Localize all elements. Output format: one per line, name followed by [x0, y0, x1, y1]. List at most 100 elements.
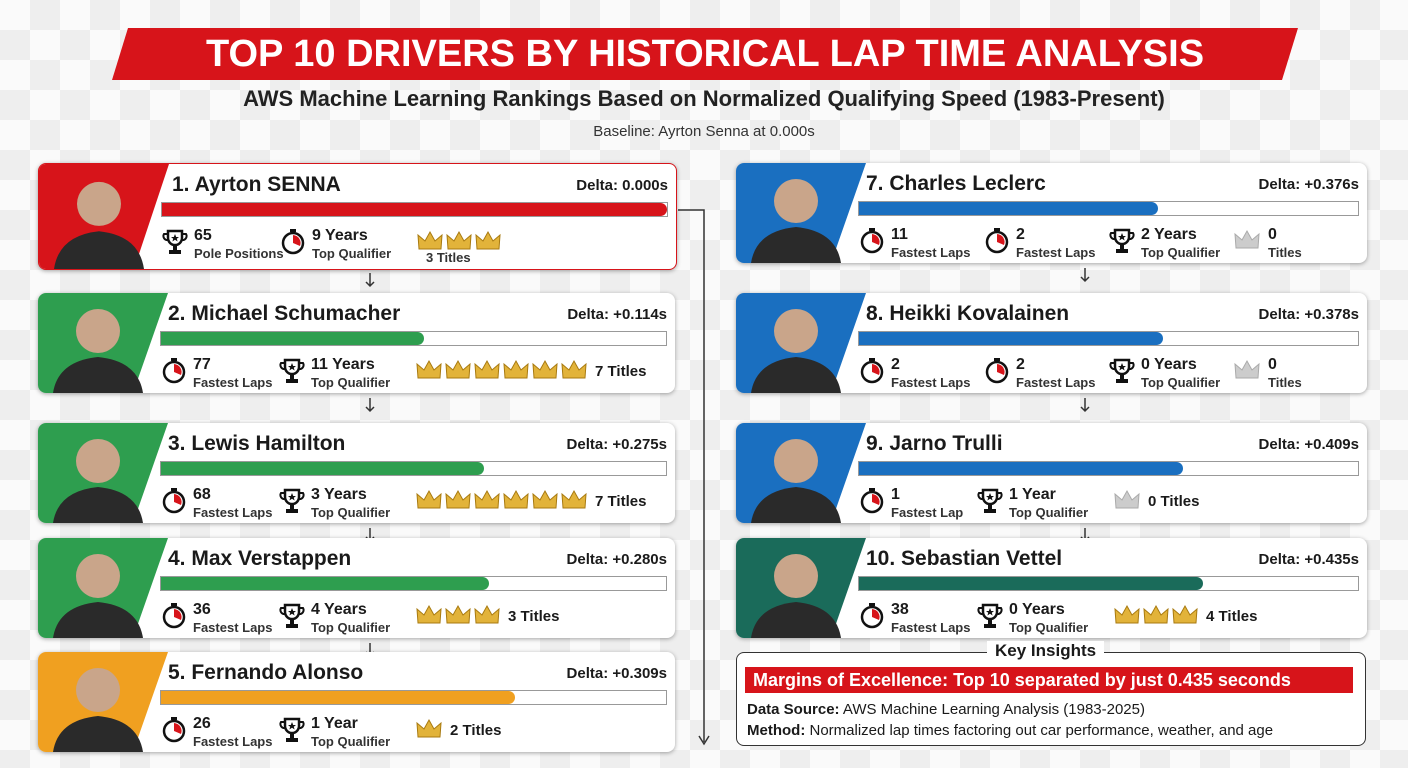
source-line: Data Source: AWS Machine Learning Analys… — [747, 701, 1145, 718]
connector — [678, 209, 705, 742]
crown — [1142, 601, 1170, 629]
stat-icon-stopwatch — [858, 357, 886, 385]
stat-label: Fastest Laps — [193, 375, 273, 390]
driver-name: 8. Heikki Kovalainen — [866, 302, 1070, 325]
delta-bar — [161, 462, 485, 475]
stat-icon-trophy-svg — [279, 358, 305, 383]
crown-svg — [445, 489, 471, 509]
crown-svg — [474, 359, 500, 379]
delta: Delta: +0.409s — [1258, 436, 1359, 453]
bar-track — [858, 201, 1359, 216]
crown-svg — [561, 489, 587, 509]
stat-icon-stopwatch-svg — [162, 358, 186, 384]
delta: Delta: +0.275s — [566, 436, 667, 453]
driver-card: 9. Jarno Trulli Delta: +0.409s 1 Fastest La… — [736, 423, 1367, 523]
crown-svg — [532, 489, 558, 509]
photo-svg — [736, 293, 866, 393]
delta-bar — [859, 577, 1204, 590]
titles: 7 Titles — [595, 493, 647, 510]
arrow-svg — [1080, 398, 1090, 413]
stat-icon-trophy-svg — [279, 603, 305, 628]
stat-value: 26 — [193, 715, 211, 732]
stat-value: 68 — [193, 486, 211, 503]
crown-svg — [532, 359, 558, 379]
stat-label: Top Qualifier — [312, 246, 392, 261]
stat-label: Fastest Lap — [891, 505, 964, 520]
titles-label: Titles — [1268, 375, 1302, 390]
photo-svg — [38, 423, 168, 523]
crown-svg — [445, 604, 471, 624]
titles-label: Titles — [1268, 245, 1302, 260]
stat-label: Top Qualifier — [1141, 245, 1221, 260]
stat-label: Fastest Laps — [891, 375, 971, 390]
crown-svg — [1114, 489, 1140, 509]
driver-photo — [38, 652, 168, 752]
crown — [473, 601, 501, 629]
stat-icon-stopwatch — [858, 487, 886, 515]
crown — [1233, 356, 1261, 384]
stat-label: Fastest Laps — [1016, 375, 1096, 390]
stat-label: Top Qualifier — [1141, 375, 1221, 390]
crown — [444, 601, 472, 629]
delta-bar — [859, 462, 1184, 475]
bar-track — [160, 576, 667, 591]
stat-icon-stopwatch — [858, 602, 886, 630]
stat-value: 65 — [194, 227, 212, 244]
titles-value: 0 — [1268, 226, 1277, 243]
stat-icon-trophy — [1108, 357, 1136, 385]
stat-value: 2 — [891, 356, 900, 373]
stat-value: 2 Years — [1141, 226, 1197, 243]
stat-value: 11 — [891, 226, 908, 243]
baseline: Baseline: Ayrton Senna at 0.000s — [593, 123, 815, 140]
delta: Delta: +0.280s — [566, 551, 667, 568]
title-banner — [112, 28, 1298, 80]
stat-icon-stopwatch — [983, 227, 1011, 255]
stat-icon-trophy — [278, 487, 306, 515]
driver-card: 8. Heikki Kovalainen Delta: +0.378s 2 Faste… — [736, 293, 1367, 393]
method-label: Method: — [747, 722, 806, 739]
stat-icon-trophy-svg — [1109, 228, 1135, 253]
stat-label: Fastest Laps — [891, 620, 971, 635]
stat-label: Fastest Laps — [891, 245, 971, 260]
crown — [415, 486, 443, 514]
method: Normalized lap times factoring out car p… — [809, 722, 1274, 739]
crown — [1171, 601, 1199, 629]
driver-name: 7. Charles Leclerc — [866, 172, 1046, 195]
delta: Delta: 0.000s — [576, 177, 668, 194]
stat-icon-stopwatch-svg — [860, 228, 884, 254]
crown-svg — [445, 359, 471, 379]
arrow-svg — [1080, 268, 1090, 283]
crown-svg — [503, 489, 529, 509]
driver-name: 4. Max Verstappen — [168, 547, 352, 570]
crown — [560, 486, 588, 514]
stat-icon-stopwatch-svg — [860, 603, 884, 629]
stat-label: Fastest Laps — [193, 505, 273, 520]
driver-photo — [736, 423, 866, 523]
stat-icon-trophy — [278, 602, 306, 630]
delta-bar — [162, 203, 667, 216]
stat-icon-stopwatch — [279, 228, 307, 256]
source-label: Data Source: — [747, 701, 840, 718]
stat-icon-trophy — [976, 487, 1004, 515]
crown — [560, 356, 588, 384]
crown — [1113, 601, 1141, 629]
crown-svg — [1234, 359, 1260, 379]
insights-title: Key Insights — [987, 641, 1105, 661]
crown-svg — [1234, 229, 1260, 249]
driver-card: 3. Lewis Hamilton Delta: +0.275s 68 Fastest… — [38, 423, 675, 523]
stat-icon-stopwatch-svg — [860, 358, 884, 384]
delta-bar — [859, 332, 1164, 345]
stat-icon-stopwatch — [160, 357, 188, 385]
titles: 3 Titles — [426, 250, 471, 265]
stat-value: 11 Years — [311, 356, 375, 373]
crown — [444, 486, 472, 514]
stat-icon-stopwatch-svg — [162, 488, 186, 514]
crown-svg — [503, 359, 529, 379]
driver-photo — [38, 538, 168, 638]
stat-value: 0 Years — [1009, 601, 1065, 618]
stat-label: Top Qualifier — [311, 505, 391, 520]
stat-icon-trophy-svg — [279, 717, 305, 742]
stat-icon-trophy-svg — [1109, 358, 1135, 383]
stat-icon-stopwatch — [983, 357, 1011, 385]
stat-value: 9 Years — [312, 227, 368, 244]
